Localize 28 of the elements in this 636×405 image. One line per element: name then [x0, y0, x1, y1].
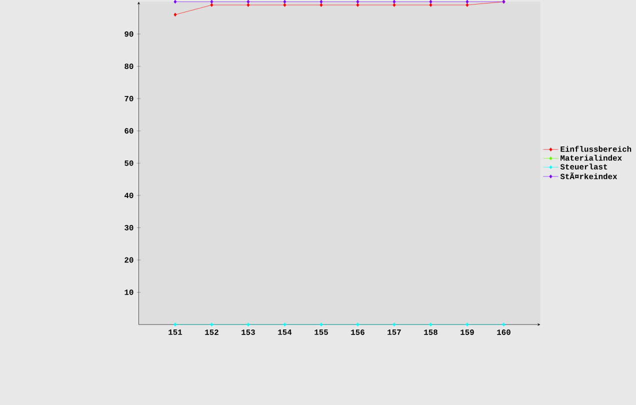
point	[210, 0, 214, 4]
point	[283, 2, 286, 7]
point	[246, 0, 250, 4]
point	[392, 322, 396, 326]
point	[210, 322, 214, 326]
point	[429, 0, 432, 4]
point	[466, 322, 469, 326]
point	[466, 2, 469, 7]
point	[283, 0, 286, 4]
point	[174, 12, 177, 16]
point	[246, 2, 250, 7]
point	[466, 0, 469, 4]
point	[283, 322, 286, 326]
point	[210, 2, 214, 7]
point	[246, 322, 250, 326]
point	[356, 0, 360, 4]
point	[392, 0, 396, 4]
point	[320, 0, 323, 4]
point	[356, 2, 360, 7]
point	[320, 2, 323, 7]
point	[174, 322, 177, 326]
point	[356, 322, 360, 326]
point	[502, 322, 506, 326]
point	[174, 0, 177, 4]
point	[320, 322, 323, 326]
point	[429, 2, 432, 7]
point	[392, 2, 396, 7]
point	[429, 322, 432, 326]
